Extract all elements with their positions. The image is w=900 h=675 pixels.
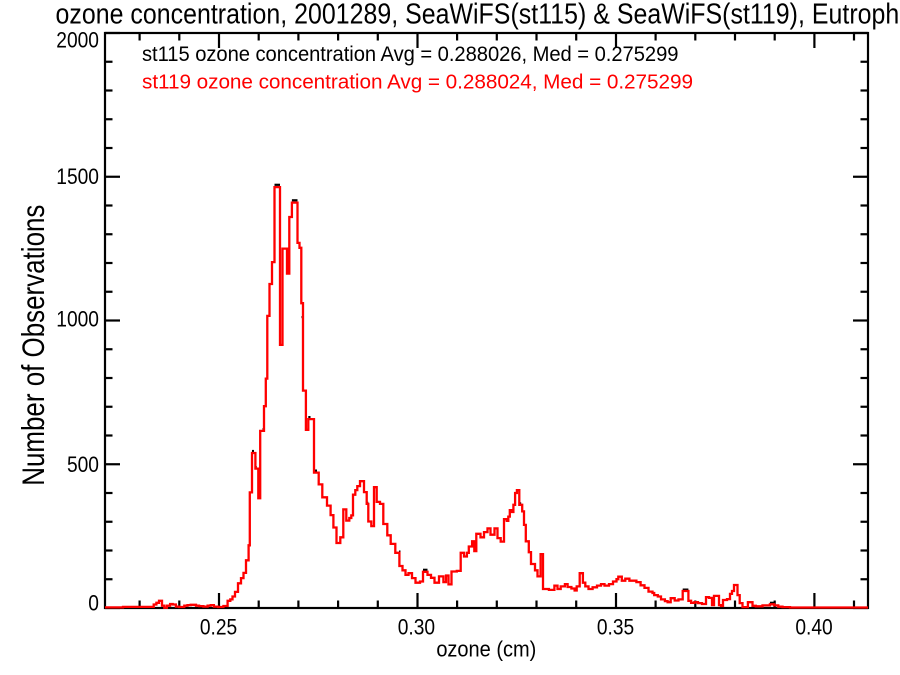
svg-text:ozone concentration, 2001289,: ozone concentration, 2001289, SeaWiFS(st… bbox=[56, 0, 900, 30]
svg-text:1500: 1500 bbox=[56, 165, 99, 190]
svg-text:ozone (cm): ozone (cm) bbox=[436, 638, 536, 662]
svg-text:0.35: 0.35 bbox=[597, 615, 634, 640]
svg-text:500: 500 bbox=[67, 453, 99, 478]
svg-text:st115 ozone concentration Avg: st115 ozone concentration Avg = 0.288026… bbox=[142, 43, 679, 66]
svg-text:1000: 1000 bbox=[56, 307, 99, 332]
svg-text:0: 0 bbox=[88, 591, 99, 616]
svg-text:2000: 2000 bbox=[56, 28, 99, 53]
svg-text:Number of Observations: Number of Observations bbox=[17, 205, 52, 486]
svg-text:0.40: 0.40 bbox=[795, 615, 832, 640]
svg-text:0.25: 0.25 bbox=[200, 615, 237, 640]
svg-text:st119 ozone concentration Avg: st119 ozone concentration Avg = 0.288024… bbox=[142, 70, 693, 93]
svg-text:0.30: 0.30 bbox=[398, 615, 435, 640]
